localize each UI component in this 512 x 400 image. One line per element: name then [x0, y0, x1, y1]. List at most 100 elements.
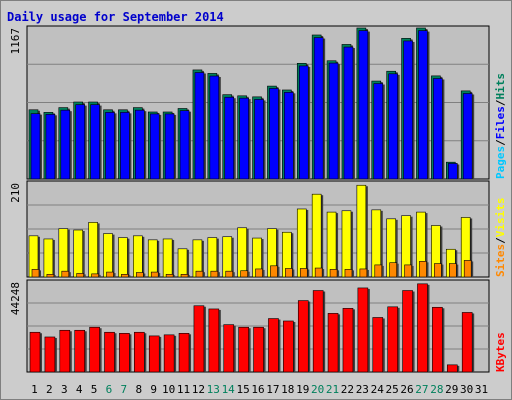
- bar-files-day-27: [418, 30, 428, 180]
- bar-files-day-22: [343, 46, 354, 180]
- bar-files-day-13: [209, 75, 220, 180]
- day-label-21: 21: [326, 383, 339, 396]
- bar-sites-day-27: [419, 261, 427, 278]
- bar-files-day-15: [239, 97, 249, 180]
- bar-visits-day-4: [73, 229, 84, 278]
- bar-sites-day-25: [389, 262, 397, 278]
- day-label-9: 9: [150, 383, 157, 396]
- bar-kbytes-day-27: [417, 283, 428, 373]
- bar-kbytes-day-17: [268, 318, 279, 373]
- bar-sites-day-16: [255, 268, 263, 278]
- legend-item: /: [494, 237, 507, 244]
- day-label-8: 8: [135, 383, 142, 396]
- bar-kbytes-day-8: [134, 331, 145, 373]
- bar-files-day-5: [90, 104, 100, 180]
- bar-kbytes-day-26: [402, 290, 413, 373]
- day-label-31: 31: [475, 383, 488, 396]
- bar-files-day-17: [269, 88, 279, 180]
- day-label-1: 1: [31, 383, 38, 396]
- bar-sites-day-1: [31, 269, 40, 278]
- bar-visits-day-21: [326, 211, 337, 278]
- chart-panels: 1167Pages/Files/Hits210Sites/Visits44248…: [9, 25, 507, 373]
- bar-files-day-18: [284, 92, 294, 180]
- bar-visits-day-10: [162, 238, 173, 278]
- day-label-19: 19: [296, 383, 309, 396]
- y-max-label: 210: [9, 183, 22, 203]
- day-label-10: 10: [162, 383, 175, 396]
- bar-files-day-4: [75, 104, 86, 180]
- bar-kbytes-day-3: [59, 329, 71, 373]
- bar-files-day-3: [60, 109, 71, 180]
- bar-kbytes-day-28: [432, 306, 443, 373]
- bar-sites-day-21: [329, 269, 338, 278]
- bar-visits-day-19: [296, 208, 307, 278]
- bar-kbytes-day-10: [163, 334, 175, 373]
- legend: Pages/Files/Hits: [494, 73, 507, 179]
- day-label-16: 16: [251, 383, 264, 396]
- legend-item: Sites: [494, 244, 507, 277]
- bar-visits-day-2: [43, 238, 54, 278]
- legend-item: Files: [494, 106, 507, 139]
- day-label-11: 11: [177, 383, 190, 396]
- bar-files-day-21: [328, 62, 339, 180]
- bar-visits-day-11: [177, 248, 188, 278]
- bar-sites-day-13: [210, 270, 219, 278]
- bar-files-day-9: [149, 113, 160, 180]
- bar-files-day-11: [179, 110, 190, 180]
- y-max-label: 44248: [9, 282, 22, 315]
- bar-visits-day-15: [237, 227, 247, 278]
- bar-kbytes-day-7: [119, 333, 130, 373]
- legend: KBytes: [494, 332, 507, 372]
- day-label-2: 2: [46, 383, 53, 396]
- bar-sites-day-9: [150, 271, 159, 278]
- day-label-6: 6: [106, 383, 113, 396]
- bar-kbytes-day-14: [223, 324, 235, 373]
- bar-files-day-24: [373, 83, 384, 180]
- day-label-24: 24: [371, 383, 385, 396]
- bar-visits-day-6: [103, 233, 113, 278]
- chart-panel-bottom: 44248 KBytes: [9, 279, 507, 373]
- bar-files-day-28: [433, 78, 443, 180]
- bar-files-day-23: [358, 30, 369, 180]
- bar-kbytes-day-11: [178, 333, 190, 373]
- bar-kbytes-day-6: [104, 331, 115, 373]
- legend-item: Visits: [494, 198, 507, 238]
- bar-sites-day-15: [240, 270, 248, 278]
- bar-kbytes-day-18: [283, 320, 294, 373]
- bar-files-day-16: [254, 99, 264, 180]
- day-label-28: 28: [430, 383, 443, 396]
- bar-kbytes-day-21: [327, 313, 339, 373]
- bar-files-day-20: [313, 37, 324, 180]
- bar-visits-day-9: [147, 239, 158, 278]
- bar-kbytes-day-15: [238, 326, 249, 373]
- day-label-5: 5: [91, 383, 98, 396]
- day-label-15: 15: [236, 383, 249, 396]
- legend: Sites/Visits: [494, 198, 507, 278]
- day-label-12: 12: [192, 383, 205, 396]
- bar-visits-day-3: [58, 228, 69, 278]
- bar-visits-day-23: [356, 184, 367, 278]
- bar-files-day-2: [45, 114, 56, 180]
- bar-files-day-12: [194, 72, 205, 180]
- bar-kbytes-day-29: [446, 364, 458, 373]
- day-label-25: 25: [386, 383, 399, 396]
- bar-sites-day-12: [195, 270, 204, 278]
- bar-visits-day-7: [118, 237, 128, 278]
- bar-files-day-29: [447, 163, 458, 180]
- bar-kbytes-day-2: [44, 336, 56, 373]
- bar-sites-day-23: [359, 268, 368, 278]
- day-label-4: 4: [76, 383, 83, 396]
- bar-kbytes-day-30: [461, 312, 473, 373]
- bar-visits-day-8: [133, 235, 143, 278]
- bar-sites-day-26: [404, 264, 412, 278]
- bar-kbytes-day-16: [253, 326, 264, 373]
- bar-sites-day-10: [165, 274, 174, 278]
- bar-sites-day-18: [285, 268, 293, 278]
- bar-sites-day-24: [374, 264, 383, 278]
- bar-sites-day-5: [91, 273, 99, 278]
- bar-sites-day-22: [344, 269, 353, 278]
- bar-sites-day-11: [180, 274, 189, 278]
- bar-files-day-30: [462, 93, 473, 180]
